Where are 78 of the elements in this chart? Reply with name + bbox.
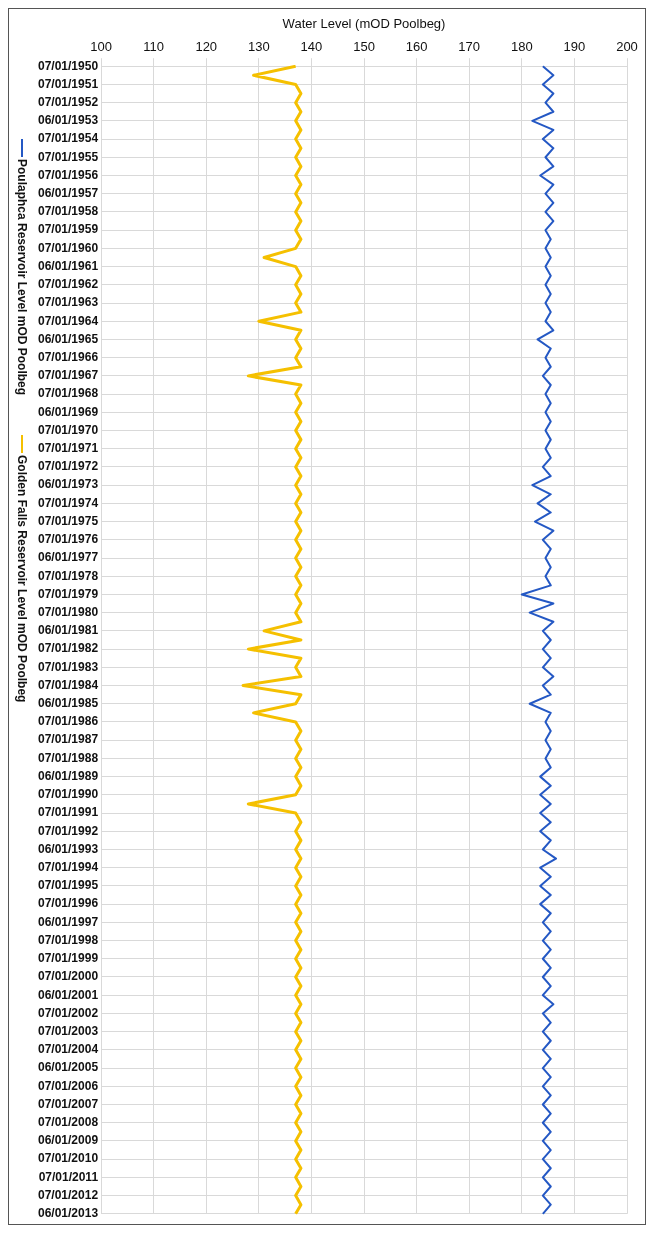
y-tick-label: 07/01/1970 xyxy=(38,422,99,437)
y-tick-label: 07/01/1995 xyxy=(38,878,99,893)
y-tick-label: 07/01/1964 xyxy=(38,313,99,328)
y-tick-label: 07/01/1988 xyxy=(38,750,99,765)
x-tick-label: 170 xyxy=(458,38,481,54)
y-tick-label: 06/01/2005 xyxy=(38,1060,99,1075)
y-tick-label: 07/01/1987 xyxy=(38,732,99,747)
legend-label: Poulaphca Reservoir Level mOD Poolbeg xyxy=(15,159,29,396)
y-tick-label: 06/01/1985 xyxy=(38,696,99,711)
y-tick-label: 06/01/1957 xyxy=(38,186,99,201)
x-tick-label: 130 xyxy=(247,38,270,54)
y-tick-label: 07/01/1992 xyxy=(38,823,99,838)
y-tick-label: 07/01/1983 xyxy=(38,659,99,674)
y-tick-label: 06/01/1961 xyxy=(38,258,99,273)
y-tick-label: 07/01/1976 xyxy=(38,532,99,547)
y-tick-label: 07/01/2010 xyxy=(38,1151,99,1166)
y-tick-label: 07/01/1999 xyxy=(38,951,99,966)
x-tick-label: 160 xyxy=(405,38,428,54)
x-tick-label: 190 xyxy=(563,38,586,54)
y-tick-label: 07/01/1974 xyxy=(38,495,99,510)
y-tick-label: 07/01/1975 xyxy=(38,513,99,528)
y-tick-label: 07/01/1956 xyxy=(38,167,99,182)
y-tick-label: 07/01/2002 xyxy=(38,1005,99,1020)
x-tick-label: 140 xyxy=(300,38,323,54)
x-axis-title: Water Level (mOD Poolbeg) xyxy=(282,16,446,32)
y-tick-label: 07/01/1994 xyxy=(38,860,99,875)
x-tick-label: 100 xyxy=(90,38,112,54)
y-tick-label: 07/01/2008 xyxy=(38,1115,99,1130)
y-tick-label: 06/01/1965 xyxy=(38,331,99,346)
x-tick-label: 200 xyxy=(616,38,638,54)
y-tick-label: 06/01/1989 xyxy=(38,768,99,783)
y-tick-label: 06/01/1969 xyxy=(38,404,99,419)
y-tick-label: 06/01/1993 xyxy=(38,841,99,856)
legend-label: Golden Falls Reservoir Level mOD Poolbeg xyxy=(15,455,29,703)
y-tick-label: 07/01/2012 xyxy=(38,1187,99,1202)
y-tick-label: 07/01/1986 xyxy=(38,714,99,729)
y-tick-label: 07/01/2011 xyxy=(38,1169,99,1184)
y-tick-label: 06/01/1973 xyxy=(38,477,99,492)
y-tick-label: 06/01/2013 xyxy=(38,1206,99,1221)
y-tick-label: 07/01/1996 xyxy=(38,896,99,911)
y-tick-label: 06/01/1977 xyxy=(38,550,99,565)
y-tick-label: 07/01/1960 xyxy=(38,240,99,255)
y-tick-label: 07/01/2004 xyxy=(38,1042,99,1057)
y-tick-label: 07/01/1958 xyxy=(38,204,99,219)
y-tick-label: 07/01/1963 xyxy=(38,295,99,310)
y-tick-label: 07/01/1952 xyxy=(38,94,99,109)
x-tick-label: 110 xyxy=(143,38,165,54)
y-tick-label: 07/01/1980 xyxy=(38,604,99,619)
y-tick-label: 07/01/1990 xyxy=(38,787,99,802)
y-tick-label: 07/01/1979 xyxy=(38,586,99,601)
y-tick-label: 06/01/1981 xyxy=(38,623,99,638)
x-tick-label: 180 xyxy=(510,38,533,54)
y-tick-label: 07/01/1954 xyxy=(38,131,99,146)
y-tick-label: 07/01/2000 xyxy=(38,969,99,984)
y-tick-label: 06/01/1997 xyxy=(38,914,99,929)
y-tick-label: 07/01/1982 xyxy=(38,641,99,656)
y-tick-label: 07/01/1998 xyxy=(38,932,99,947)
y-tick-label: 07/01/1966 xyxy=(38,349,99,364)
y-tick-label: 07/01/1955 xyxy=(38,149,99,164)
x-tick-label: 150 xyxy=(353,38,375,54)
y-tick-label: 07/01/1959 xyxy=(38,222,99,237)
y-tick-label: 07/01/1971 xyxy=(38,441,99,456)
x-tick-label: 120 xyxy=(195,38,218,54)
y-tick-label: 07/01/1978 xyxy=(38,568,99,583)
y-tick-label: 07/01/1950 xyxy=(38,58,99,73)
y-tick-label: 07/01/1951 xyxy=(38,76,99,91)
y-tick-label: 06/01/1953 xyxy=(38,113,99,128)
y-tick-label: 07/01/2003 xyxy=(38,1023,99,1038)
y-tick-label: 06/01/2009 xyxy=(38,1133,99,1148)
y-tick-label: 07/01/2007 xyxy=(38,1096,99,1111)
y-tick-label: 06/01/2001 xyxy=(38,987,99,1002)
y-tick-label: 07/01/1991 xyxy=(38,805,99,820)
y-tick-label: 07/01/1967 xyxy=(38,368,99,383)
y-tick-label: 07/01/2006 xyxy=(38,1078,99,1093)
y-tick-label: 07/01/1962 xyxy=(38,277,99,292)
y-tick-label: 07/01/1968 xyxy=(38,386,99,401)
y-tick-label: 07/01/1972 xyxy=(38,459,99,474)
y-tick-label: 07/01/1984 xyxy=(38,677,99,692)
